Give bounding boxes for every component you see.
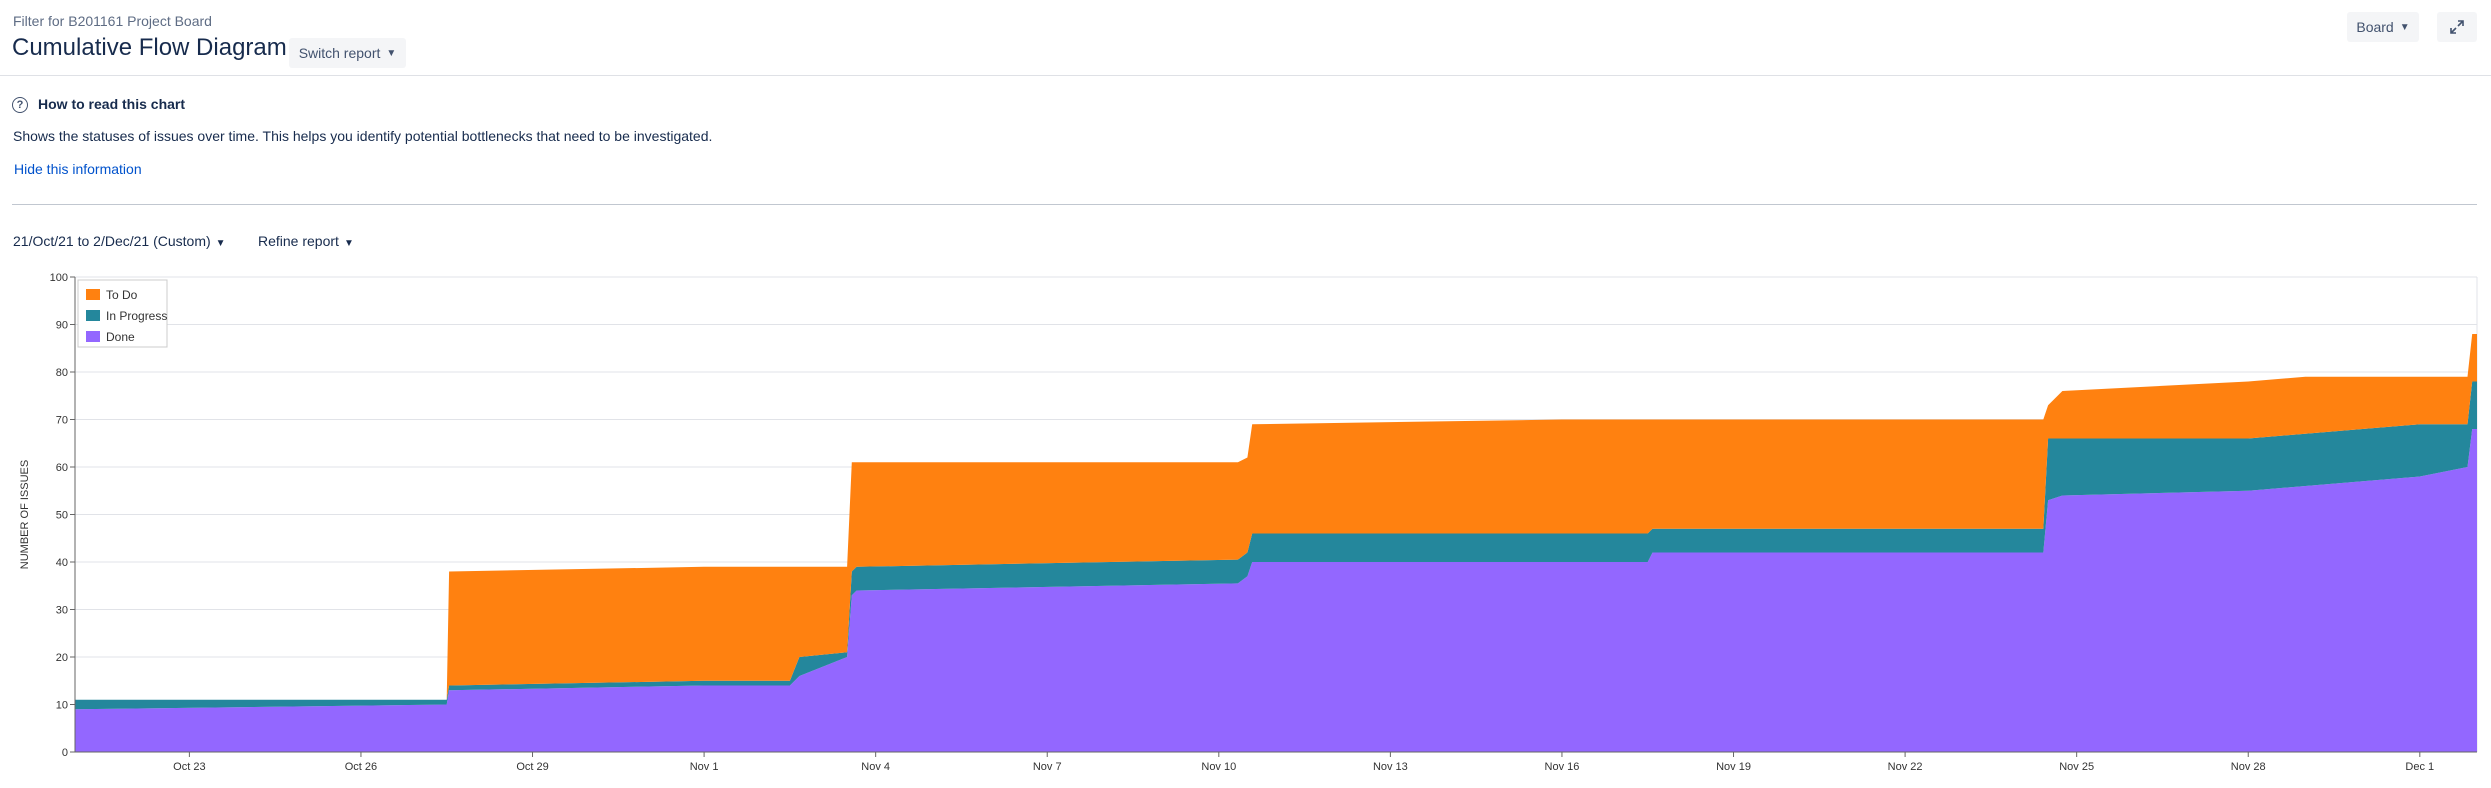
x-tick-label: Oct 29 xyxy=(516,761,548,773)
x-tick-label: Nov 22 xyxy=(1888,761,1923,773)
board-dropdown-label: Board xyxy=(2356,19,2394,35)
page-title: Cumulative Flow Diagram xyxy=(12,34,287,61)
legend: To Do In Progress Done xyxy=(77,279,168,348)
series-area-to-do[interactable] xyxy=(75,334,2477,700)
switch-report-button[interactable]: Switch report ▼ xyxy=(289,38,406,68)
y-tick-label: 40 xyxy=(56,557,68,569)
report-header: Filter for B201161 Project Board Cumulat… xyxy=(0,0,2491,76)
series-area-in-progress[interactable] xyxy=(75,381,2477,710)
axes: 0 10 20 30 40 50 60 70 80 90 100 Oct 23 Oct 26 Oct 29… xyxy=(19,272,2477,773)
legend-swatch xyxy=(86,289,100,300)
refine-report-label: Refine report xyxy=(258,233,339,249)
chevron-down-icon: ▼ xyxy=(2399,21,2410,33)
info-description: Shows the statuses of issues over time. … xyxy=(13,128,713,144)
legend-swatch xyxy=(86,310,100,321)
x-tick-label: Oct 26 xyxy=(345,761,377,773)
cumulative-flow-chart: 0 10 20 30 40 50 60 70 80 90 100 Oct 23 Oct 26 Oct 29… xyxy=(19,272,2478,773)
refine-report-dropdown[interactable]: Refine report ▼ xyxy=(258,233,354,249)
x-tick-label: Nov 25 xyxy=(2059,761,2094,773)
y-tick-label: 100 xyxy=(50,272,68,284)
date-range-dropdown[interactable]: 21/Oct/21 to 2/Dec/21 (Custom) ▼ xyxy=(13,233,226,249)
legend-label[interactable]: In Progress xyxy=(106,309,167,323)
legend-label[interactable]: To Do xyxy=(106,288,138,302)
x-tick-label: Nov 28 xyxy=(2231,761,2266,773)
y-tick-label: 80 xyxy=(56,367,68,379)
y-tick-label: 10 xyxy=(56,700,68,712)
x-tick-label: Nov 7 xyxy=(1033,761,1062,773)
board-filter-name: Filter for B201161 Project Board xyxy=(13,13,212,29)
x-tick-label: Nov 16 xyxy=(1545,761,1580,773)
legend-label[interactable]: Done xyxy=(106,330,135,344)
chevron-down-icon: ▼ xyxy=(386,47,397,59)
x-tick-label: Nov 10 xyxy=(1201,761,1236,773)
chevron-down-icon: ▼ xyxy=(343,238,354,249)
expand-button[interactable] xyxy=(2437,12,2477,42)
series-area-done[interactable] xyxy=(75,429,2477,752)
board-dropdown-button[interactable]: Board ▼ xyxy=(2347,12,2419,42)
date-range-label: 21/Oct/21 to 2/Dec/21 (Custom) xyxy=(13,233,211,249)
y-tick-label: 0 xyxy=(62,747,68,759)
y-tick-label: 90 xyxy=(56,320,68,332)
y-tick-label: 50 xyxy=(56,510,68,522)
x-tick-label: Nov 1 xyxy=(690,761,719,773)
series-areas xyxy=(75,334,2477,752)
help-icon: ? xyxy=(12,97,28,113)
x-tick-label: Nov 13 xyxy=(1373,761,1408,773)
divider xyxy=(12,204,2477,205)
switch-report-label: Switch report xyxy=(298,45,381,61)
info-heading: How to read this chart xyxy=(38,96,186,112)
chevron-down-icon: ▼ xyxy=(215,238,226,249)
y-axis-label: NUMBER OF ISSUES xyxy=(19,460,31,569)
y-tick-label: 30 xyxy=(56,605,68,617)
x-tick-label: Dec 1 xyxy=(2405,761,2434,773)
y-tick-label: 70 xyxy=(56,415,68,427)
y-tick-label: 20 xyxy=(56,652,68,664)
legend-swatch xyxy=(86,331,100,342)
x-tick-label: Nov 19 xyxy=(1716,761,1751,773)
x-tick-label: Nov 4 xyxy=(861,761,890,773)
y-tick-label: 60 xyxy=(56,462,68,474)
hide-info-link[interactable]: Hide this information xyxy=(14,161,142,177)
expand-icon xyxy=(2450,20,2464,34)
x-tick-label: Oct 23 xyxy=(173,761,205,773)
